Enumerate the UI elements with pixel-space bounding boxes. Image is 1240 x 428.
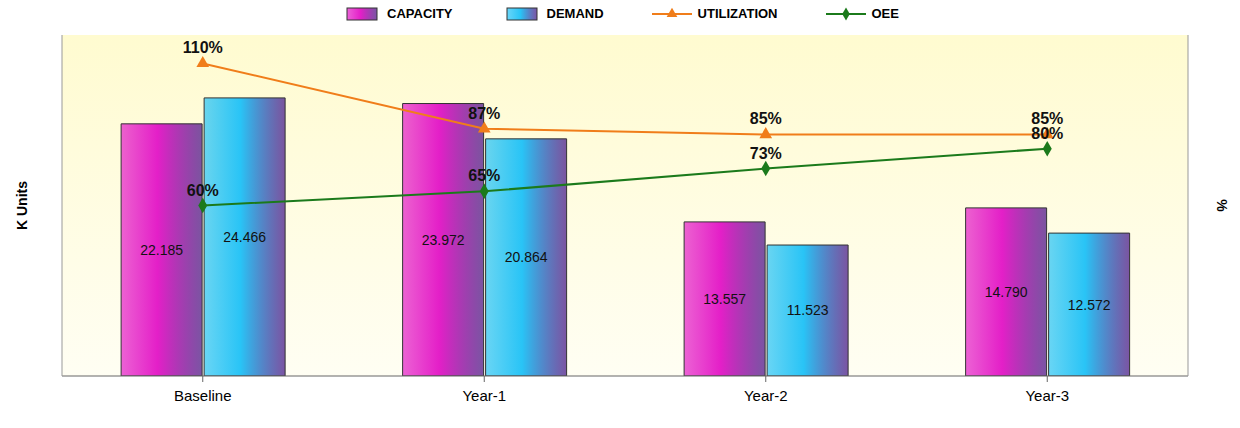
svg-text:Baseline: Baseline xyxy=(174,387,232,404)
svg-text:110%: 110% xyxy=(183,39,223,56)
svg-text:11.523: 11.523 xyxy=(787,302,829,318)
svg-text:12.572: 12.572 xyxy=(1068,297,1111,313)
svg-text:14.790: 14.790 xyxy=(985,284,1028,300)
html-text:CAPACITY: CAPACITY xyxy=(387,6,453,21)
html-text:OEE: OEE xyxy=(871,6,899,21)
svg-text:K Units: K Units xyxy=(14,181,30,230)
svg-text:Year-2: Year-2 xyxy=(744,387,788,404)
svg-text:85%: 85% xyxy=(750,110,782,127)
svg-text:87%: 87% xyxy=(468,105,500,122)
svg-text:20.864: 20.864 xyxy=(505,249,548,265)
svg-text:%: % xyxy=(1214,199,1230,212)
svg-text:22.185: 22.185 xyxy=(140,242,183,258)
svg-text:13.557: 13.557 xyxy=(703,291,746,307)
svg-text:60%: 60% xyxy=(187,182,219,199)
svg-text:Year-1: Year-1 xyxy=(462,387,506,404)
svg-text:73%: 73% xyxy=(750,145,782,162)
svg-text:85%: 85% xyxy=(1031,110,1064,128)
svg-text:65%: 65% xyxy=(468,167,500,184)
html-text:DEMAND: DEMAND xyxy=(546,6,604,21)
svg-text:80%: 80% xyxy=(1031,125,1063,142)
svg-text:24.466: 24.466 xyxy=(223,229,266,245)
svg-text:23.972: 23.972 xyxy=(422,232,465,248)
html-text:UTILIZATION: UTILIZATION xyxy=(697,6,778,21)
svg-text:Year-3: Year-3 xyxy=(1025,387,1069,404)
